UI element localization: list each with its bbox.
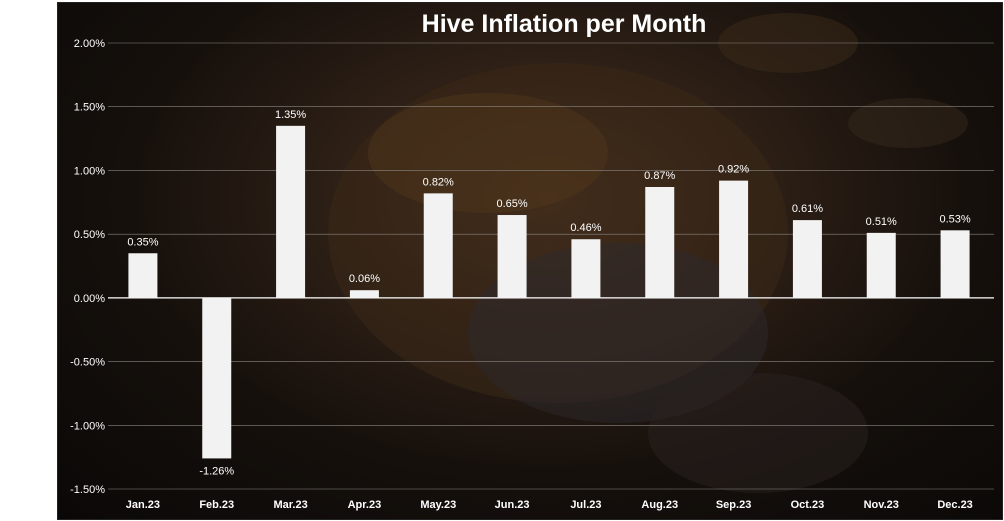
data-label: 0.92% [718, 164, 749, 176]
data-label: 0.51% [866, 216, 897, 228]
chart-title: Hive Inflation per Month [422, 10, 707, 38]
y-tick-label: -0.50% [70, 357, 105, 369]
y-tick-label: -1.00% [70, 420, 105, 432]
data-label: 0.06% [349, 273, 380, 285]
x-category-label: May.23 [420, 499, 456, 511]
x-category-label: Feb.23 [199, 499, 234, 511]
data-label: 0.61% [792, 203, 823, 215]
data-label: 0.82% [423, 176, 454, 188]
bar-apr-23 [349, 290, 379, 298]
bar-jan-23 [128, 253, 158, 298]
y-tick-label: 2.00% [74, 38, 105, 50]
x-category-label: Dec.23 [937, 499, 972, 511]
x-category-label: Jan.23 [126, 499, 160, 511]
data-label: 0.35% [127, 236, 158, 248]
data-label: 0.53% [939, 213, 970, 225]
chart-area: Hive Inflation per Month 2.00% 1.50% 1.00%… [57, 2, 1003, 520]
bar-mar-23 [276, 125, 306, 298]
bar-nov-23 [866, 232, 896, 298]
x-category-label: Sep.23 [716, 499, 751, 511]
x-category-label: Apr.23 [348, 499, 382, 511]
y-tick-label: -1.50% [70, 484, 105, 496]
x-category-label: Mar.23 [273, 499, 307, 511]
data-label: 1.35% [275, 109, 306, 121]
bar-may-23 [423, 193, 453, 298]
x-category-label: Jun.23 [495, 499, 530, 511]
data-label: 0.46% [570, 222, 601, 234]
bar-feb-23 [202, 297, 232, 459]
y-tick-label: 1.50% [74, 102, 105, 114]
x-category-label: Aug.23 [641, 499, 678, 511]
bar-aug-23 [645, 186, 675, 298]
data-label: -1.26% [199, 465, 234, 477]
data-label: 0.87% [644, 170, 675, 182]
bar-dec-23 [940, 230, 970, 298]
x-category-label: Nov.23 [864, 499, 899, 511]
y-tick-label: 1.00% [74, 165, 105, 177]
x-category-label: Oct.23 [791, 499, 825, 511]
bar-chart: Hive Inflation per Month 2.00% 1.50% 1.00%… [70, 10, 994, 511]
x-category-label: Jul.23 [570, 499, 601, 511]
y-tick-label: 0.00% [74, 293, 105, 305]
data-label: 0.65% [496, 198, 527, 210]
bar-jul-23 [571, 239, 601, 298]
bar-oct-23 [792, 220, 822, 298]
bar-sep-23 [719, 180, 749, 298]
bar-jun-23 [497, 215, 527, 298]
y-tick-label: 0.50% [74, 229, 105, 241]
